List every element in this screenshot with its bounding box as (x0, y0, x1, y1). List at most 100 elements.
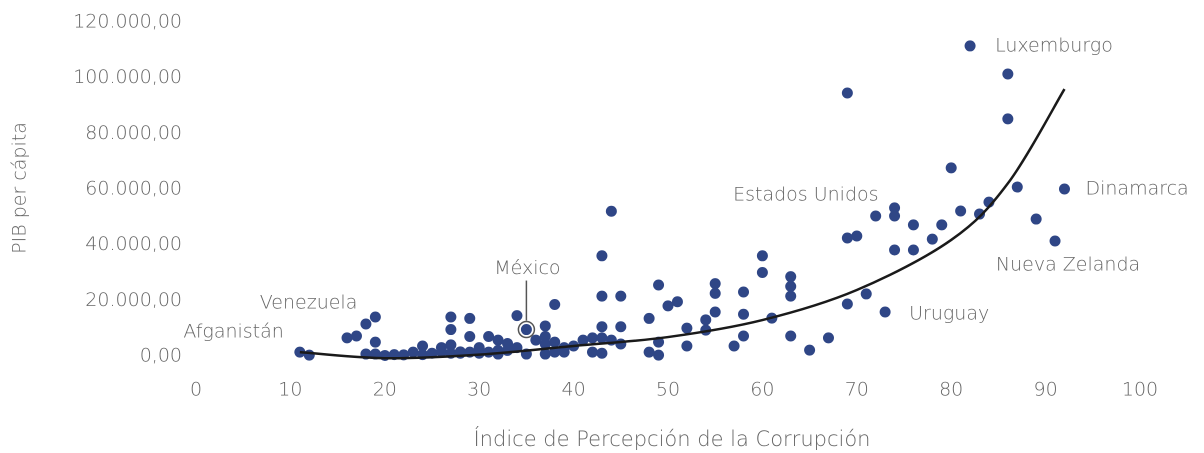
x-tick-label: 0 (190, 379, 202, 401)
annotation-label: Nueva Zelanda (996, 254, 1140, 276)
scatter-point (738, 308, 750, 320)
scatter-point (502, 344, 514, 356)
scatter-point (549, 336, 561, 348)
scatter-point (360, 318, 372, 330)
scatter-point (615, 290, 627, 302)
scatter-point (464, 312, 476, 324)
scatter-point (596, 250, 608, 262)
scatter-point (738, 330, 750, 342)
scatter-point (738, 286, 750, 298)
scatter-point (417, 340, 429, 352)
scatter-point (1011, 181, 1023, 193)
x-tick-label: 50 (656, 379, 680, 401)
scatter-point (483, 331, 495, 343)
scatter-point (662, 300, 674, 312)
highlight-ring (517, 320, 536, 339)
scatter-point (577, 334, 589, 346)
scatter-point (756, 267, 768, 278)
scatter-point (549, 299, 561, 311)
x-tick-label: 40 (562, 379, 586, 401)
scatter-point (889, 202, 901, 214)
x-tick-label: 60 (750, 379, 774, 401)
scatter-point (785, 271, 797, 283)
scatter-point (870, 210, 882, 222)
scatter-point (1030, 213, 1042, 225)
scatter-point (558, 346, 570, 358)
y-tick-label: 20.000,00 (85, 289, 182, 311)
y-tick-label: 40.000,00 (85, 233, 182, 255)
x-tick-label: 80 (939, 379, 963, 401)
scatter-point (860, 288, 872, 300)
scatter-point (605, 205, 617, 217)
scatter-point (681, 322, 693, 334)
scatter-point (728, 340, 740, 352)
scatter-point (492, 334, 504, 346)
scatter-point (841, 87, 853, 99)
scatter-point (615, 321, 627, 333)
scatter-point (483, 346, 495, 358)
x-tick-label: 90 (1034, 379, 1058, 401)
scatter-point (879, 306, 891, 318)
scatter-point (511, 310, 523, 322)
x-tick-label: 20 (373, 379, 397, 401)
scatter-point (936, 219, 948, 231)
scatter-point (464, 331, 476, 343)
scatter-point (955, 205, 967, 217)
scatter-point (1002, 68, 1014, 80)
scatter-point (435, 346, 447, 358)
scatter-point (709, 278, 721, 290)
scatter-point (596, 347, 608, 359)
scatter-point (841, 232, 853, 244)
scatter-point (643, 312, 655, 324)
scatter-point (407, 346, 419, 358)
x-tick-label: 10 (278, 379, 302, 401)
scatter-point (907, 219, 919, 231)
scatter-point (709, 287, 721, 299)
scatter-point (785, 280, 797, 292)
scatter-point (530, 334, 542, 346)
scatter-point (907, 244, 919, 256)
scatter-point (596, 321, 608, 333)
annotation-label: Venezuela (260, 292, 358, 314)
x-tick-label: 100 (1122, 379, 1158, 401)
scatter-point (539, 320, 551, 332)
scatter-point (369, 336, 381, 348)
scatter-point (445, 324, 457, 336)
scatter-point (1002, 113, 1014, 125)
scatter-point (445, 311, 457, 323)
annotation-label: Uruguay (909, 303, 989, 325)
trend-line (299, 88, 1066, 360)
scatter-point (596, 290, 608, 302)
scatter-point (520, 324, 532, 336)
x-tick-label: 30 (467, 379, 491, 401)
scatter-point (785, 290, 797, 302)
scatter-point (785, 330, 797, 342)
scatter-point (539, 331, 551, 343)
scatter-point (549, 346, 561, 358)
x-axis-label: Índice de Percepción de la Corrupción (473, 426, 870, 451)
scatter-point (586, 332, 598, 344)
scatter-point (653, 349, 665, 361)
scatter-point (945, 162, 957, 174)
scatter-point (341, 332, 353, 344)
scatter-point (369, 311, 381, 323)
y-axis-label: PIB per cápita (9, 122, 31, 254)
y-tick-label: 80.000,00 (85, 122, 182, 144)
scatter-point (350, 330, 362, 342)
x-tick-label: 70 (845, 379, 869, 401)
scatter-point (586, 346, 598, 358)
annotation-label: México (494, 257, 560, 279)
annotation-label: Estados Unidos (733, 183, 878, 205)
scatter-point (851, 230, 863, 242)
scatter-point (539, 338, 551, 350)
y-tick-label: 0,00 (140, 345, 182, 367)
scatter-point (1058, 183, 1070, 195)
scatter-point (964, 40, 976, 52)
annotation-label: Dinamarca (1085, 178, 1188, 200)
scatter-point (653, 279, 665, 291)
scatter-point (889, 210, 901, 222)
scatter-point (700, 314, 712, 326)
scatter-point (671, 296, 683, 308)
y-tick-label: 100.000,00 (73, 66, 182, 88)
